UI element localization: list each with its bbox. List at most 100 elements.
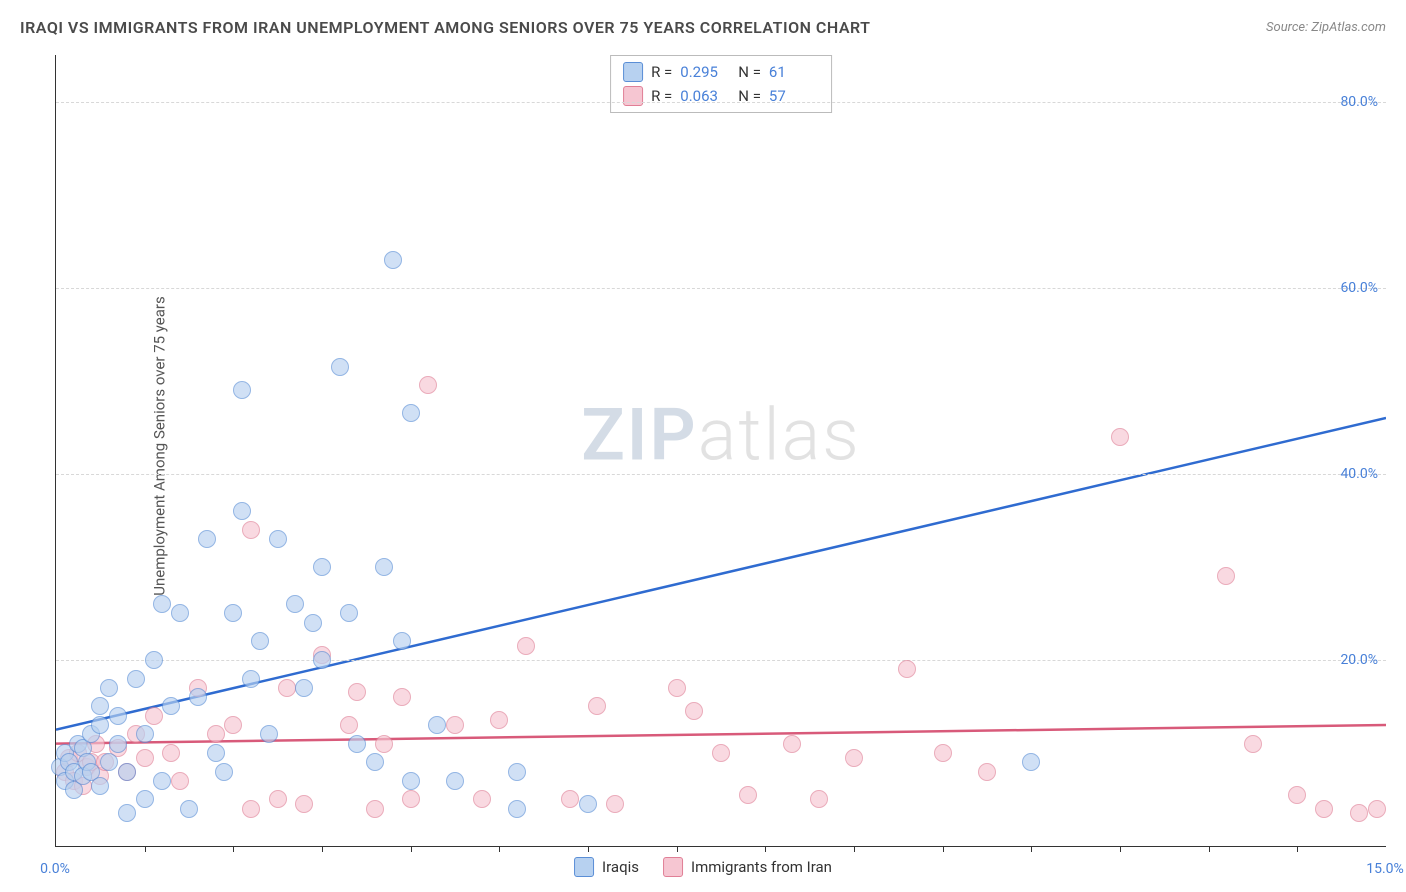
x-tick-label: 0.0% — [40, 861, 70, 877]
stat-N-value: 61 — [769, 63, 819, 81]
correlation-stats-legend: R = 0.295N = 61R = 0.063N = 57 — [610, 55, 832, 113]
trend-lines — [56, 55, 1386, 846]
data-point — [171, 604, 189, 622]
data-point — [1368, 800, 1386, 818]
data-point — [473, 790, 491, 808]
data-point — [446, 716, 464, 734]
data-point — [251, 632, 269, 650]
data-point — [1111, 428, 1129, 446]
data-point — [189, 688, 207, 706]
plot-area: ZIPatlas R = 0.295N = 61R = 0.063N = 57 … — [55, 55, 1386, 847]
data-point — [109, 707, 127, 725]
data-point — [242, 800, 260, 818]
series-legend: Iraqis Immigrants from Iran — [574, 857, 832, 877]
data-point — [508, 763, 526, 781]
watermark-atlas: atlas — [698, 392, 861, 477]
data-point — [668, 679, 686, 697]
data-point — [136, 725, 154, 743]
data-point — [375, 735, 393, 753]
data-point — [810, 790, 828, 808]
data-point — [180, 800, 198, 818]
data-point — [136, 790, 154, 808]
data-point — [207, 725, 225, 743]
x-minor-tick — [145, 846, 146, 852]
data-point — [118, 804, 136, 822]
stat-R-value: 0.295 — [680, 63, 730, 81]
data-point — [419, 376, 437, 394]
stats-row: R = 0.295N = 61 — [623, 60, 819, 84]
data-point — [295, 679, 313, 697]
data-point — [91, 697, 109, 715]
x-minor-tick — [322, 846, 323, 852]
data-point — [393, 688, 411, 706]
data-point — [366, 800, 384, 818]
data-point — [233, 381, 251, 399]
data-point — [978, 763, 996, 781]
data-point — [136, 749, 154, 767]
data-point — [91, 777, 109, 795]
data-point — [224, 604, 242, 622]
data-point — [233, 502, 251, 520]
data-point — [162, 697, 180, 715]
data-point — [340, 716, 358, 734]
data-point — [685, 702, 703, 720]
data-point — [224, 716, 242, 734]
data-point — [402, 404, 420, 422]
data-point — [295, 795, 313, 813]
data-point — [1022, 753, 1040, 771]
data-point — [384, 251, 402, 269]
data-point — [1244, 735, 1262, 753]
data-point — [1288, 786, 1306, 804]
data-point — [260, 725, 278, 743]
data-point — [490, 711, 508, 729]
data-point — [118, 763, 136, 781]
x-minor-tick — [854, 846, 855, 852]
data-point — [242, 670, 260, 688]
x-minor-tick — [677, 846, 678, 852]
x-minor-tick — [499, 846, 500, 852]
data-point — [402, 790, 420, 808]
legend-swatch — [623, 86, 643, 106]
data-point — [934, 744, 952, 762]
data-point — [393, 632, 411, 650]
data-point — [313, 558, 331, 576]
data-point — [606, 795, 624, 813]
watermark-zip: ZIP — [581, 392, 697, 477]
data-point — [100, 679, 118, 697]
x-minor-tick — [765, 846, 766, 852]
legend-item: Immigrants from Iran — [663, 857, 832, 877]
y-tick-label: 60.0% — [1340, 280, 1378, 296]
legend-swatch — [623, 62, 643, 82]
data-point — [145, 651, 163, 669]
legend-label: Iraqis — [602, 858, 639, 876]
y-tick-label: 20.0% — [1340, 652, 1378, 668]
data-point — [127, 670, 145, 688]
legend-swatch — [574, 857, 594, 877]
data-point — [348, 735, 366, 753]
watermark: ZIPatlas — [581, 392, 861, 477]
data-point — [1217, 567, 1235, 585]
data-point — [91, 716, 109, 734]
data-point — [588, 697, 606, 715]
data-point — [215, 763, 233, 781]
data-point — [269, 530, 287, 548]
data-point — [898, 660, 916, 678]
chart-title: IRAQI VS IMMIGRANTS FROM IRAN UNEMPLOYME… — [20, 18, 871, 37]
data-point — [286, 595, 304, 613]
gridline — [56, 288, 1386, 289]
trend-line — [56, 725, 1386, 744]
data-point — [153, 772, 171, 790]
data-point — [446, 772, 464, 790]
gridline — [56, 102, 1386, 103]
legend-item: Iraqis — [574, 857, 639, 877]
data-point — [171, 772, 189, 790]
data-point — [517, 637, 535, 655]
gridline — [56, 474, 1386, 475]
data-point — [304, 614, 322, 632]
x-minor-tick — [1120, 846, 1121, 852]
data-point — [375, 558, 393, 576]
data-point — [783, 735, 801, 753]
data-point — [331, 358, 349, 376]
data-point — [1350, 804, 1368, 822]
data-point — [313, 651, 331, 669]
